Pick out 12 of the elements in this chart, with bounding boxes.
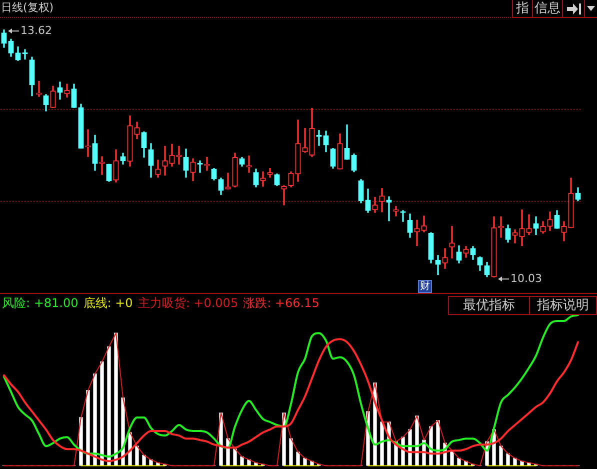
toolbar-button: 最优指标 xyxy=(449,297,530,314)
toolbar-button: 指标说明 xyxy=(530,297,597,314)
text: 主力吸货: +0.005 xyxy=(138,296,238,310)
text: 涨跌: +66.15 xyxy=(243,296,320,310)
annotation: 13.62 xyxy=(20,24,52,38)
chart-title: 日线(复权) xyxy=(1,1,54,15)
toolbar-button: 指 xyxy=(513,0,533,17)
toolbar-button: 信息 xyxy=(533,0,563,17)
text-badge: 财 xyxy=(418,280,432,293)
text: 底线: +0 xyxy=(83,296,133,310)
text: 风险: +81.00 xyxy=(2,296,78,310)
annotation: 10.03 xyxy=(510,272,542,286)
